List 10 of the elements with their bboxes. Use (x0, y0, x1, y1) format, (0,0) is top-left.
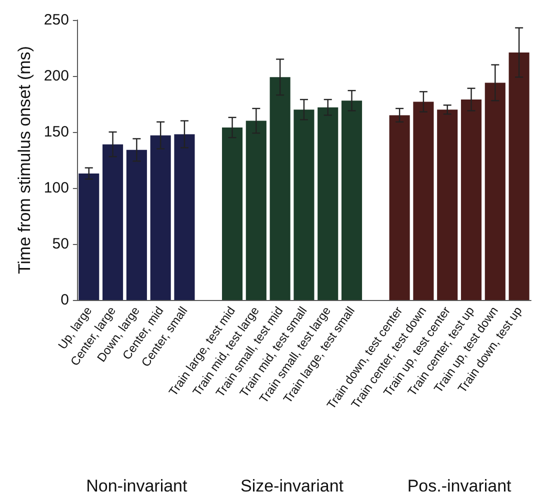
y-tick-label: 0 (60, 292, 69, 308)
y-tick-label: 100 (44, 180, 69, 196)
text: Non-invariant (86, 476, 188, 496)
y-tick-label: 200 (44, 68, 69, 84)
y-tick-label: 50 (52, 236, 69, 252)
y-tick-label: 250 (44, 12, 69, 28)
y-axis-title: Time from stimulus onset (ms) (15, 46, 34, 274)
y-tick-label: 150 (44, 124, 69, 140)
text: Pos.-invariant (407, 476, 512, 496)
text: Size-invariant (240, 476, 344, 496)
